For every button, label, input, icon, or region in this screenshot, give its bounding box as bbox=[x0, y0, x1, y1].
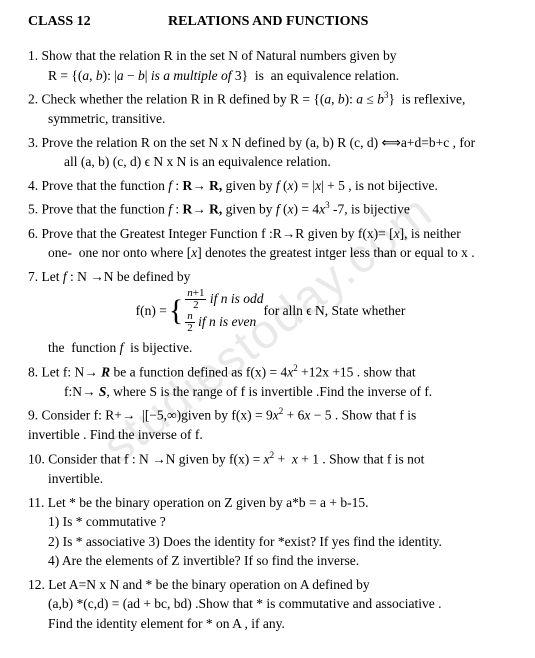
question-5: 5. Prove that the function f : R→ R, giv… bbox=[28, 199, 513, 219]
q2-line2: symmetric, transitive. bbox=[28, 109, 513, 129]
q7-piecewise: f(n) = { n+12 if n is odd n2 if n is eve… bbox=[28, 288, 513, 334]
class-label: CLASS 12 bbox=[28, 14, 168, 30]
header: CLASS 12 RELATIONS AND FUNCTIONS bbox=[28, 14, 513, 30]
q8-line2: f:N→ S, where S is the range of f is inv… bbox=[28, 382, 513, 402]
q10-line1: 10. Consider that f : N →N given by f(x)… bbox=[28, 449, 513, 469]
q2-line1: 2. Check whether the relation R in R def… bbox=[28, 89, 513, 109]
document-content: CLASS 12 RELATIONS AND FUNCTIONS 1. Show… bbox=[28, 14, 513, 634]
q8-line1: 8. Let f: N→ R be a function defined as … bbox=[28, 362, 513, 382]
brace-icon: { bbox=[169, 296, 183, 326]
q12-line1: 12. Let A=N x N and * be the binary oper… bbox=[28, 575, 513, 595]
question-4: 4. Prove that the function f : R→ R, giv… bbox=[28, 176, 513, 196]
question-8: 8. Let f: N→ R be a function defined as … bbox=[28, 362, 513, 402]
q7-c2-den: 2 bbox=[185, 323, 195, 334]
q7-fn-label: f(n) = bbox=[136, 301, 167, 321]
page-title: RELATIONS AND FUNCTIONS bbox=[168, 14, 368, 30]
q9-line2: invertible . Find the inverse of f. bbox=[28, 425, 513, 445]
q7-line1: 7. Let f : N →N be defined by bbox=[28, 267, 513, 287]
q1-line1: 1. Show that the relation R in the set N… bbox=[28, 46, 513, 66]
question-3: 3. Prove the relation R on the set N x N… bbox=[28, 133, 513, 172]
q7-tail: for alln ϵ N, State whether bbox=[263, 301, 405, 321]
q3-line1: 3. Prove the relation R on the set N x N… bbox=[28, 133, 513, 153]
question-11: 11. Let * be the binary operation on Z g… bbox=[28, 493, 513, 571]
q11-line1: 11. Let * be the binary operation on Z g… bbox=[28, 493, 513, 513]
q3-line2: all (a, b) (c, d) ϵ N x N is an equivale… bbox=[28, 152, 513, 172]
question-1: 1. Show that the relation R in the set N… bbox=[28, 46, 513, 85]
q11-sub1: 1) Is * commutative ? bbox=[28, 512, 513, 532]
question-10: 10. Consider that f : N →N given by f(x)… bbox=[28, 449, 513, 489]
q6-line2: one- one nor onto where [x] denotes the … bbox=[28, 243, 513, 263]
question-6: 6. Prove that the Greatest Integer Funct… bbox=[28, 224, 513, 263]
q11-sub3: 4) Are the elements of Z invertible? If … bbox=[28, 551, 513, 571]
question-7: 7. Let f : N →N be defined by f(n) = { n… bbox=[28, 267, 513, 358]
q1-line2: R = {(a, b): |a − b| is a multiple of 3}… bbox=[28, 66, 513, 86]
q12-line3: Find the identity element for * on A , i… bbox=[28, 614, 513, 634]
q12-line2: (a,b) *(c,d) = (ad + bc, bd) .Show that … bbox=[28, 594, 513, 614]
q6-line1: 6. Prove that the Greatest Integer Funct… bbox=[28, 224, 513, 244]
question-12: 12. Let A=N x N and * be the binary oper… bbox=[28, 575, 513, 634]
q9-line1: 9. Consider f: R+→ |[−5,∞)given by f(x) … bbox=[28, 405, 513, 425]
q7-c1-cond: if n is odd bbox=[210, 291, 264, 306]
q11-sub2: 2) Is * associative 3) Does the identity… bbox=[28, 532, 513, 552]
q7-c2-cond: if n is even bbox=[198, 314, 256, 329]
question-2: 2. Check whether the relation R in R def… bbox=[28, 89, 513, 129]
q7-line3: the function f is bijective. bbox=[28, 338, 513, 358]
question-9: 9. Consider f: R+→ |[−5,∞)given by f(x) … bbox=[28, 405, 513, 445]
q10-line2: invertible. bbox=[28, 469, 513, 489]
